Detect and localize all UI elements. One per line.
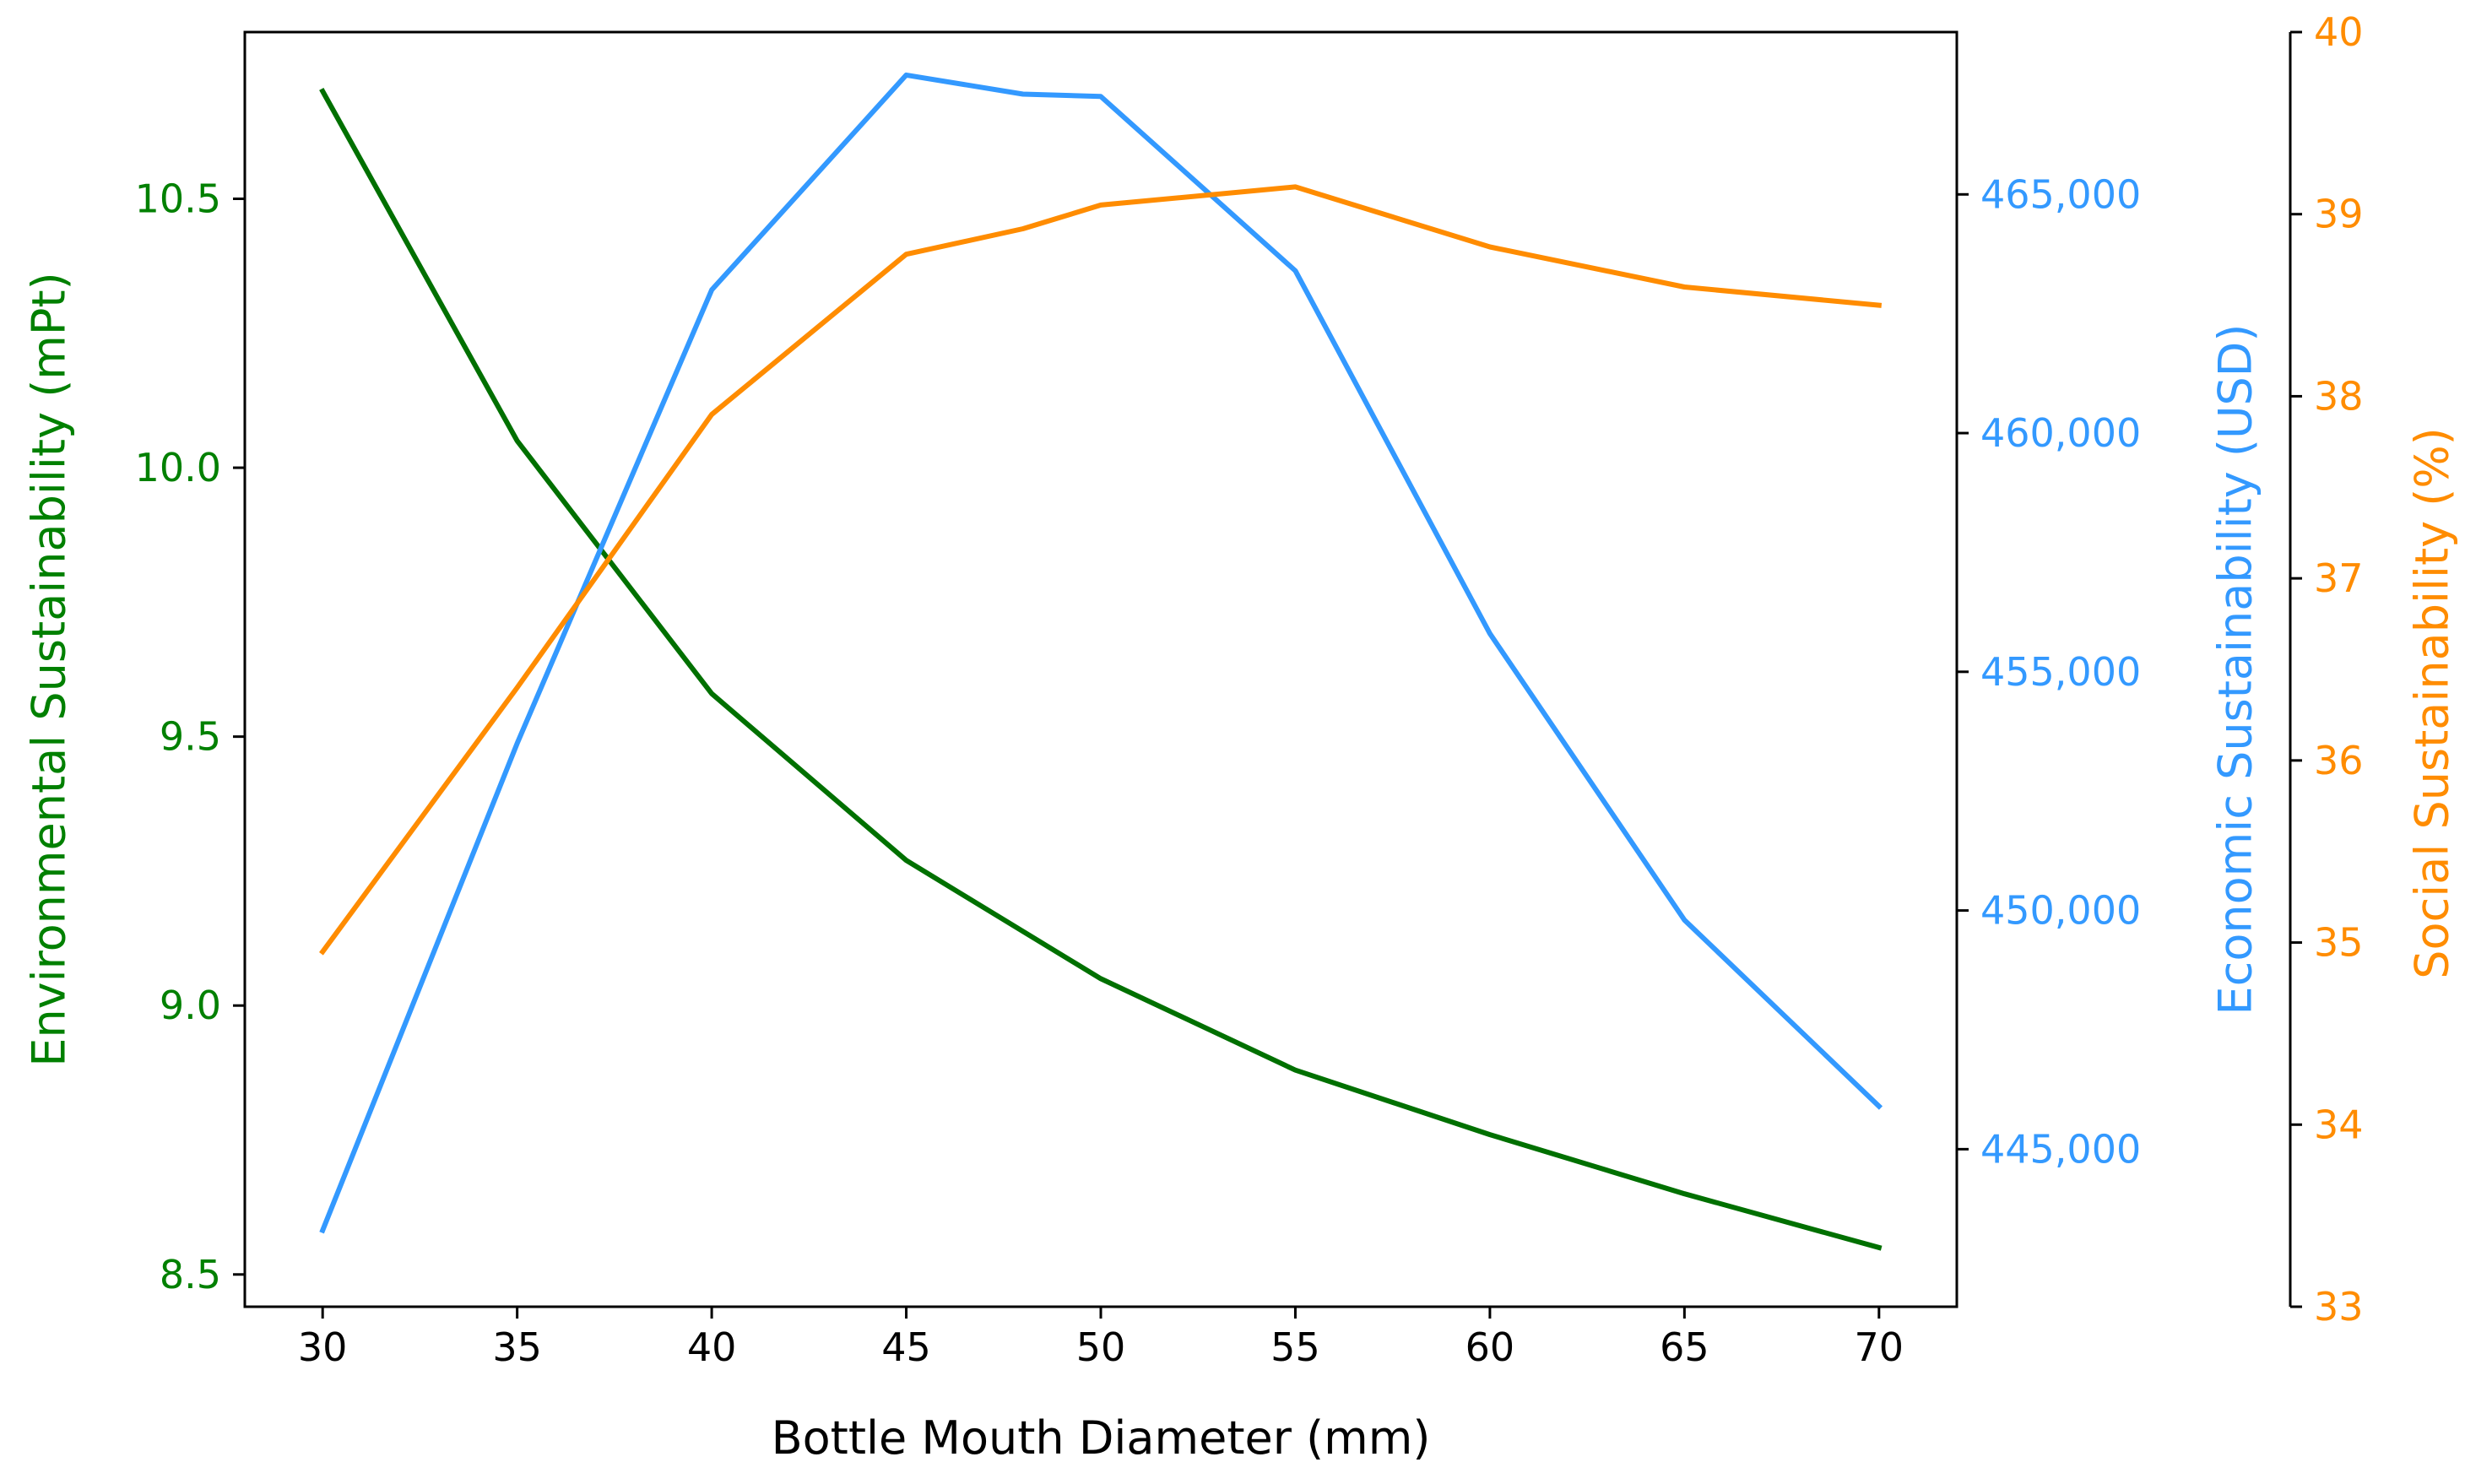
plot-frame <box>243 30 1958 1308</box>
x-tick-label: 45 <box>881 1324 931 1370</box>
x-tick-label: 30 <box>298 1324 348 1370</box>
y-tick-label-econ: 460,000 <box>1980 410 2141 456</box>
y-tick-label-soc: 38 <box>2314 373 2364 419</box>
x-tick-label: 55 <box>1270 1324 1320 1370</box>
series-line-econ <box>319 72 1883 1234</box>
y-tick-label-econ: 445,000 <box>1980 1126 2141 1172</box>
y-tick-label-soc: 36 <box>2314 738 2364 783</box>
y-tick-label-soc: 40 <box>2314 9 2364 55</box>
y-tick-label-soc: 39 <box>2314 192 2364 237</box>
y-tick-label-env: 10.0 <box>135 445 221 490</box>
y-axis-label-econ: Economic Sustainability (USD) <box>2209 324 2262 1016</box>
x-tick-label: 40 <box>687 1324 737 1370</box>
x-tick-label: 50 <box>1076 1324 1126 1370</box>
y-tick-label-soc: 35 <box>2314 920 2364 966</box>
series-line-soc <box>319 184 1883 956</box>
series-line-env <box>319 88 1883 1251</box>
x-tick-label: 60 <box>1465 1324 1515 1370</box>
x-tick-label: 35 <box>492 1324 542 1370</box>
x-axis-label: Bottle Mouth Diameter (mm) <box>772 1411 1431 1465</box>
y-tick-label-soc: 34 <box>2314 1102 2364 1147</box>
y-tick-label-soc: 33 <box>2314 1284 2364 1330</box>
y-axis-label-soc: Social Sustainability (%) <box>2406 427 2459 979</box>
x-tick-label: 70 <box>1855 1324 1904 1370</box>
y-tick-label-env: 8.5 <box>160 1252 221 1297</box>
y-axis-label-env: Environmental Sustainability (mPt) <box>23 272 76 1066</box>
y-tick-label-econ: 465,000 <box>1980 171 2141 217</box>
y-tick-label-env: 9.5 <box>160 714 221 760</box>
y-tick-label-soc: 37 <box>2314 555 2364 601</box>
x-tick-label: 65 <box>1660 1324 1709 1370</box>
y-tick-label-econ: 455,000 <box>1980 649 2141 695</box>
y-tick-label-env: 10.5 <box>135 176 221 222</box>
y-tick-label-env: 9.0 <box>160 983 221 1028</box>
y-tick-label-econ: 450,000 <box>1980 888 2141 934</box>
